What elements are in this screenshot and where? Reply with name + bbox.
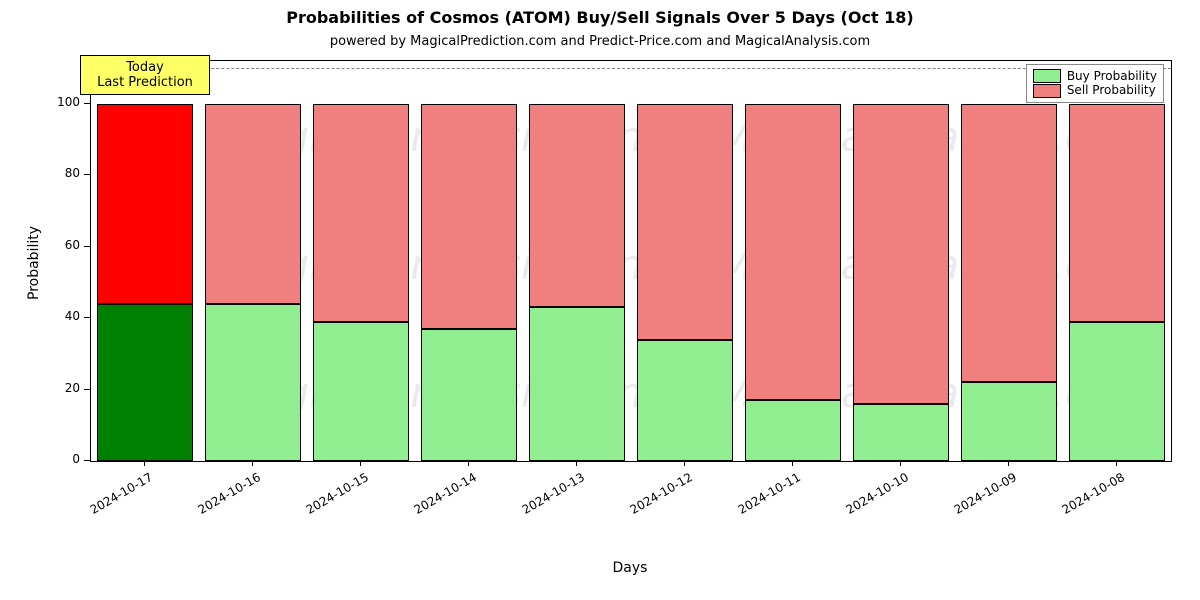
chart-subtitle: powered by MagicalPrediction.com and Pre… xyxy=(0,34,1200,49)
legend-label: Sell Probability xyxy=(1067,83,1156,97)
bar-group xyxy=(637,61,732,461)
annotation-today: TodayLast Prediction xyxy=(80,55,210,95)
bar-segment-sell xyxy=(745,104,840,400)
bar-segment-sell xyxy=(313,104,408,322)
x-tick-label: 2024-10-17 xyxy=(88,470,155,517)
bar-segment-sell xyxy=(961,104,1056,383)
x-tick-label: 2024-10-08 xyxy=(1060,470,1127,517)
dashed-reference-line xyxy=(91,68,1171,69)
legend-swatch xyxy=(1033,69,1061,83)
x-tick-mark xyxy=(576,460,578,466)
x-tick-label: 2024-10-13 xyxy=(520,470,587,517)
bar-group xyxy=(421,61,516,461)
y-tick-label: 100 xyxy=(0,95,80,109)
x-tick-mark xyxy=(252,460,254,466)
bar-group xyxy=(745,61,840,461)
bar-segment-buy xyxy=(1069,322,1164,461)
bar-segment-sell xyxy=(853,104,948,404)
y-tick-label: 80 xyxy=(0,166,80,180)
bar-segment-buy xyxy=(97,304,192,461)
y-tick-mark xyxy=(84,389,90,391)
bar-group xyxy=(1069,61,1164,461)
bar-group xyxy=(97,61,192,461)
x-tick-label: 2024-10-11 xyxy=(736,470,803,517)
x-tick-label: 2024-10-12 xyxy=(628,470,695,517)
x-tick-mark xyxy=(1116,460,1118,466)
legend-swatch xyxy=(1033,84,1061,98)
x-tick-mark xyxy=(900,460,902,466)
x-tick-label: 2024-10-09 xyxy=(952,470,1019,517)
x-tick-label: 2024-10-14 xyxy=(412,470,479,517)
x-tick-label: 2024-10-15 xyxy=(304,470,371,517)
bar-segment-sell xyxy=(1069,104,1164,322)
y-tick-mark xyxy=(84,103,90,105)
y-tick-mark xyxy=(84,174,90,176)
y-tick-mark xyxy=(84,246,90,248)
y-tick-label: 0 xyxy=(0,452,80,466)
y-tick-label: 60 xyxy=(0,238,80,252)
x-tick-label: 2024-10-16 xyxy=(196,470,263,517)
chart-title: Probabilities of Cosmos (ATOM) Buy/Sell … xyxy=(0,8,1200,27)
x-tick-label: 2024-10-10 xyxy=(844,470,911,517)
x-tick-mark xyxy=(684,460,686,466)
annotation-line: Last Prediction xyxy=(81,75,209,90)
legend-item: Buy Probability xyxy=(1033,69,1157,83)
annotation-line: Today xyxy=(81,60,209,75)
legend: Buy ProbabilitySell Probability xyxy=(1026,64,1164,103)
x-tick-mark xyxy=(792,460,794,466)
y-tick-label: 40 xyxy=(0,309,80,323)
legend-label: Buy Probability xyxy=(1067,69,1157,83)
x-tick-mark xyxy=(360,460,362,466)
x-tick-mark xyxy=(1008,460,1010,466)
plot-area: MagicalAnalysis.comMagicalAnalysis.comMa… xyxy=(90,60,1172,462)
x-tick-mark xyxy=(468,460,470,466)
bar-segment-buy xyxy=(313,322,408,461)
legend-item: Sell Probability xyxy=(1033,83,1157,97)
x-tick-mark xyxy=(144,460,146,466)
bar-segment-buy xyxy=(529,307,624,461)
bar-group xyxy=(313,61,408,461)
bar-segment-buy xyxy=(745,400,840,461)
bar-group xyxy=(529,61,624,461)
bar-segment-buy xyxy=(961,382,1056,461)
bar-segment-buy xyxy=(853,404,948,461)
bar-group xyxy=(853,61,948,461)
bar-segment-buy xyxy=(205,304,300,461)
bar-segment-sell xyxy=(205,104,300,304)
bar-group xyxy=(205,61,300,461)
x-axis-label: Days xyxy=(90,560,1170,576)
bar-segment-sell xyxy=(529,104,624,308)
bar-segment-sell xyxy=(421,104,516,329)
chart-container: Probabilities of Cosmos (ATOM) Buy/Sell … xyxy=(0,0,1200,600)
bar-segment-sell xyxy=(637,104,732,340)
bar-segment-buy xyxy=(637,340,732,461)
bar-group xyxy=(961,61,1056,461)
bar-segment-buy xyxy=(421,329,516,461)
y-tick-mark xyxy=(84,317,90,319)
bar-segment-sell xyxy=(97,104,192,304)
y-tick-mark xyxy=(84,460,90,462)
y-tick-label: 20 xyxy=(0,381,80,395)
